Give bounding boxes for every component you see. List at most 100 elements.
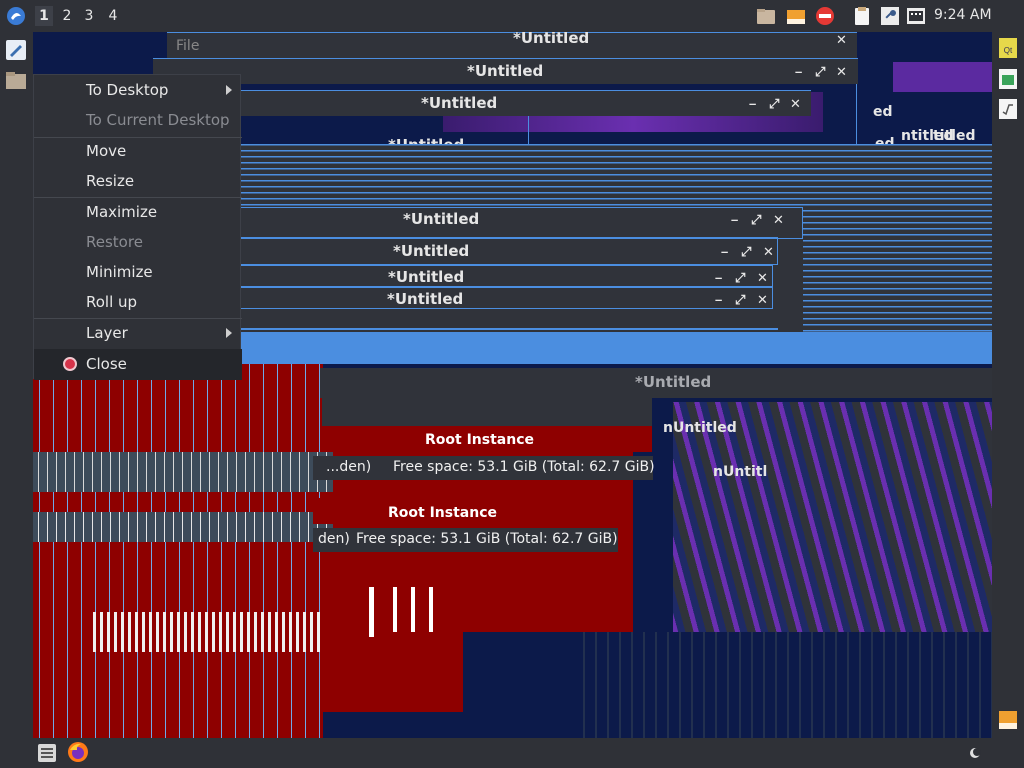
- menu-item-label: Minimize: [86, 263, 153, 281]
- hidden-fragment-label: den): [318, 531, 350, 547]
- minimize-icon[interactable]: –: [715, 270, 723, 285]
- editor-icon[interactable]: [5, 39, 27, 61]
- background-stripe: [93, 612, 323, 652]
- maximize-icon[interactable]: ⤢: [735, 270, 746, 285]
- menu-item-maximize[interactable]: Maximize: [34, 197, 242, 227]
- menu-item-label: Close: [86, 355, 127, 373]
- menu-item-move[interactable]: Move: [34, 136, 242, 166]
- free-space-label: Free space: 53.1 GiB (Total: 62.7 GiB): [393, 459, 655, 475]
- window-titlebar[interactable]: [153, 58, 858, 84]
- menu-item-label: Maximize: [86, 203, 158, 221]
- submenu-arrow-icon: [226, 85, 232, 95]
- folder-icon[interactable]: [5, 69, 27, 91]
- close-icon[interactable]: ✕: [763, 244, 774, 259]
- close-circle-icon: [63, 357, 77, 371]
- minimize-icon[interactable]: –: [749, 96, 757, 111]
- background-stripe: [233, 310, 778, 330]
- maximize-icon[interactable]: ⤢: [769, 96, 780, 111]
- menu-item-label: Layer: [86, 324, 128, 342]
- menu-item-label: Roll up: [86, 293, 138, 311]
- menu-item-roll-up[interactable]: Roll up: [34, 287, 242, 317]
- menu-separator: [34, 197, 242, 198]
- window-title: *Untitled: [393, 242, 470, 260]
- maximize-icon[interactable]: ⤢: [741, 244, 752, 259]
- menu-item-minimize[interactable]: Minimize: [34, 257, 242, 287]
- background-stripe: [393, 587, 397, 632]
- glitched-desktop-area: *Untitled ✕ *Untitled – ⤢ ✕ *Untitled – …: [33, 32, 992, 738]
- no-entry-icon[interactable]: [815, 6, 835, 26]
- menu-separator: [34, 318, 242, 319]
- window-title: *Untitled: [635, 373, 712, 391]
- workspace-1[interactable]: 1: [35, 6, 53, 26]
- right-dock: Qt: [992, 32, 1024, 738]
- key-icon[interactable]: [880, 6, 900, 26]
- close-icon[interactable]: ✕: [757, 292, 768, 307]
- menu-item-restore: Restore: [34, 227, 242, 257]
- window-titlebar[interactable]: [233, 90, 811, 116]
- background-stripe: [313, 498, 618, 524]
- window-title: *Untitled: [388, 268, 465, 286]
- maximize-icon[interactable]: ⤢: [735, 292, 746, 307]
- formula-icon[interactable]: [998, 98, 1018, 120]
- night-mode-icon[interactable]: [966, 744, 984, 762]
- workspace-3[interactable]: 3: [84, 8, 94, 24]
- spreadsheet-icon[interactable]: [998, 68, 1018, 90]
- close-icon[interactable]: ✕: [773, 212, 784, 227]
- background-stripe: [33, 452, 333, 492]
- window-title: *Untitled: [387, 290, 464, 308]
- close-icon[interactable]: ✕: [790, 96, 801, 111]
- folder-icon[interactable]: [756, 6, 776, 26]
- firefox-icon[interactable]: [67, 741, 89, 763]
- window-frame: [233, 207, 803, 239]
- menu-item-layer[interactable]: Layer: [34, 318, 242, 348]
- archive-icon[interactable]: [786, 6, 806, 26]
- menu-item-label: To Desktop: [86, 81, 169, 99]
- workspace-4[interactable]: 4: [108, 8, 118, 24]
- background-stripe: [33, 512, 333, 542]
- close-icon[interactable]: ✕: [757, 270, 768, 285]
- maximize-icon[interactable]: ⤢: [751, 212, 762, 227]
- menu-item-resize[interactable]: Resize: [34, 166, 242, 196]
- app-launcher-icon[interactable]: [6, 6, 26, 26]
- minimize-icon[interactable]: –: [715, 292, 723, 307]
- close-icon[interactable]: ✕: [836, 64, 847, 79]
- window-title: *Untitled: [513, 32, 590, 47]
- background-stripe: [233, 332, 992, 364]
- window-titlebar[interactable]: [167, 32, 857, 58]
- menu-item-label: Restore: [86, 233, 143, 251]
- menu-item-close[interactable]: Close: [34, 349, 242, 380]
- workspace-2[interactable]: 2: [62, 8, 72, 24]
- close-icon[interactable]: ✕: [836, 32, 847, 47]
- background-stripe: [313, 456, 653, 480]
- minimize-icon[interactable]: –: [795, 64, 803, 79]
- background-stripe: [313, 528, 618, 552]
- top-panel: 1 2 3 4 9:24 AM: [0, 0, 1024, 32]
- free-space-label: Free space: 53.1 GiB (Total: 62.7 GiB): [356, 531, 618, 547]
- menu-item-label: Move: [86, 142, 127, 160]
- file-menu-fragment[interactable]: File: [176, 38, 200, 54]
- clipboard-icon[interactable]: [852, 6, 872, 26]
- keyboard-icon[interactable]: [906, 6, 926, 26]
- menu-item-label: To Current Desktop: [86, 111, 230, 129]
- minimize-icon[interactable]: –: [721, 244, 729, 259]
- background-stripe: [893, 62, 992, 92]
- app-menu-icon[interactable]: [37, 743, 57, 763]
- qt-icon[interactable]: Qt: [998, 37, 1018, 59]
- svg-text:Qt: Qt: [1004, 46, 1013, 55]
- menu-item-to-current-desktop: To Current Desktop: [34, 105, 242, 135]
- window-title-fragment: nUntitl: [713, 464, 768, 480]
- clock[interactable]: 9:24 AM: [934, 7, 992, 23]
- window-title: *Untitled: [467, 62, 544, 80]
- menu-item-to-desktop[interactable]: To Desktop: [34, 75, 242, 105]
- window-titlebar[interactable]: [320, 368, 992, 398]
- archive-icon[interactable]: [998, 709, 1018, 731]
- maximize-icon[interactable]: ⤢: [815, 64, 826, 79]
- minimize-icon[interactable]: –: [731, 212, 739, 227]
- root-instance-label: Root Instance: [388, 505, 497, 521]
- window-title: *Untitled: [403, 210, 480, 228]
- menu-item-label: Resize: [86, 172, 135, 190]
- window-context-menu: To Desktop To Current Desktop Move Resiz…: [33, 74, 242, 380]
- window-title-fragment: ntitled: [901, 128, 954, 144]
- window-frame: [233, 265, 773, 287]
